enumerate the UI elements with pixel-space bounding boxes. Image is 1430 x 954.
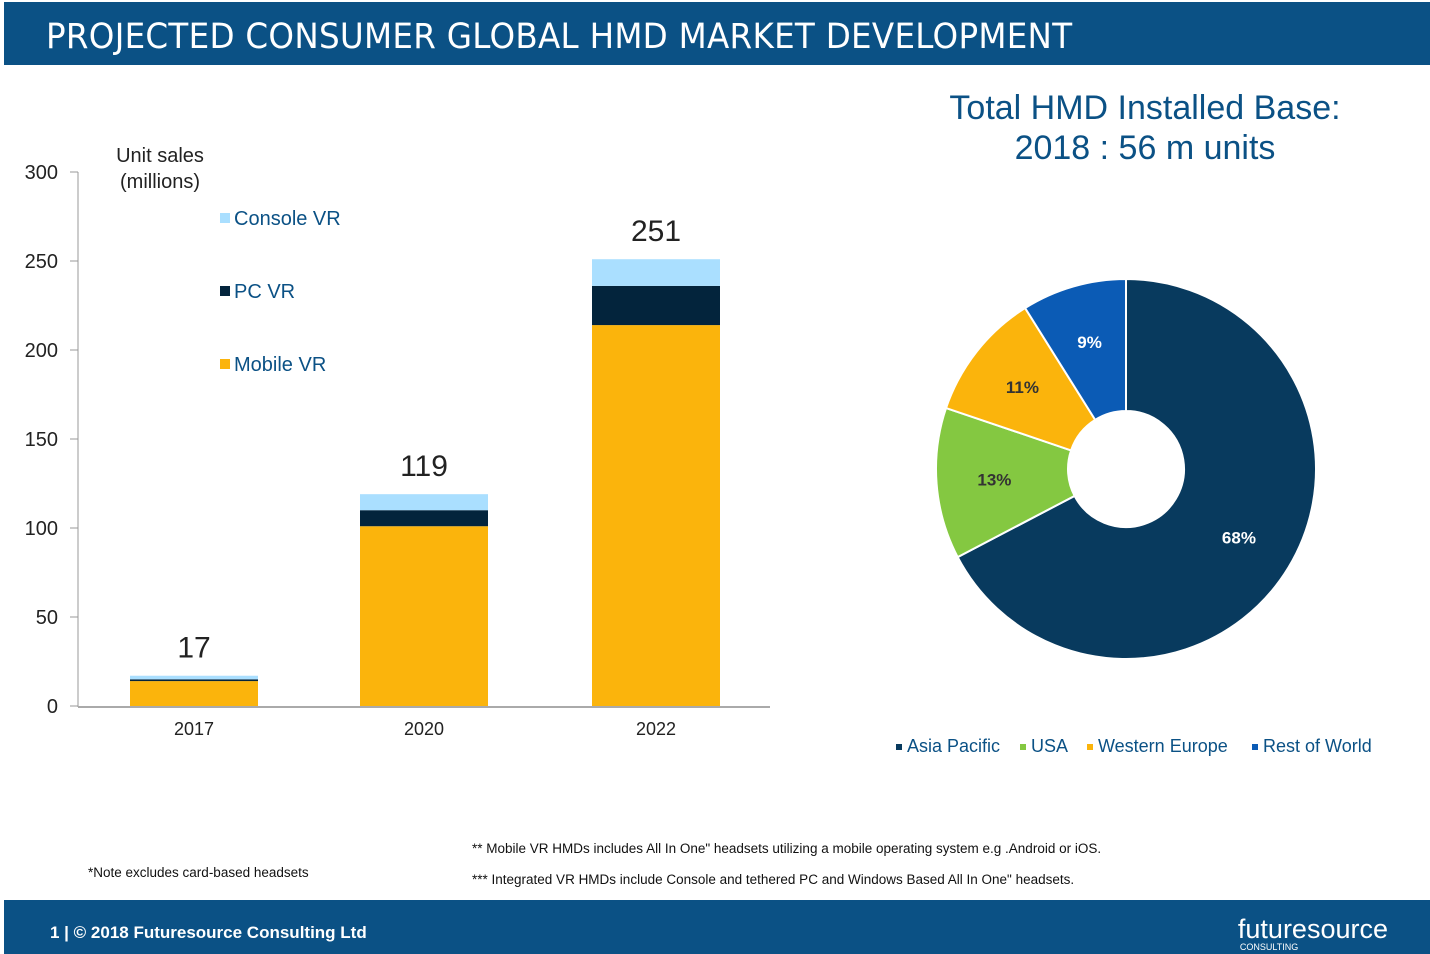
footer-bar: 1 | © 2018 Futuresource Consulting Ltd f… bbox=[4, 900, 1430, 954]
bar-pc-vr-2020 bbox=[360, 510, 488, 527]
legend-label: USA bbox=[1031, 736, 1069, 756]
y-axis-label: (millions) bbox=[120, 171, 200, 193]
slice-label: 11% bbox=[1006, 378, 1039, 397]
legend-label: PC VR bbox=[234, 281, 295, 303]
donut-chart: 68% 13% 11% 9% bbox=[935, 277, 1317, 660]
copyright: 1 | © 2018 Futuresource Consulting Ltd bbox=[50, 923, 367, 942]
pie-legend-item: Rest of World bbox=[1252, 736, 1372, 757]
pie-title: Total HMD Installed Base: 2018 : 56 m uni… bbox=[900, 88, 1390, 168]
page-title: PROJECTED CONSUMER GLOBAL HMD MARKET DEV… bbox=[46, 17, 1073, 57]
logo-text: futuresource bbox=[1237, 914, 1388, 944]
y-tick-label: 100 bbox=[25, 518, 58, 540]
note-integrated-vr: *** Integrated VR HMDs include Console a… bbox=[472, 872, 1075, 887]
bar-pc-vr-2017 bbox=[130, 679, 258, 682]
slice-label: 9% bbox=[1077, 333, 1102, 352]
x-tick-label: 2020 bbox=[404, 719, 444, 739]
bar-console-vr-2022 bbox=[592, 259, 720, 286]
legend-label: Console VR bbox=[234, 208, 341, 230]
bar-chart: 0 50 100 150 200 250 300 Unit sales (millions) 17… bbox=[25, 145, 770, 739]
bar-console-vr-2017 bbox=[130, 675, 258, 680]
y-tick-label: 250 bbox=[25, 251, 58, 273]
legend-swatch bbox=[896, 744, 902, 751]
legend-swatch bbox=[220, 286, 230, 296]
legend-swatch bbox=[220, 213, 230, 223]
bar-mobile-vr-2022 bbox=[592, 325, 720, 706]
total-label: 119 bbox=[400, 450, 448, 483]
header-bar: PROJECTED CONSUMER GLOBAL HMD MARKET DEV… bbox=[4, 2, 1430, 65]
slice-usa bbox=[935, 406, 1076, 559]
pie-legend-item: Asia Pacific bbox=[896, 736, 1000, 757]
y-tick-label: 0 bbox=[47, 696, 58, 718]
x-tick-label: 2022 bbox=[636, 719, 676, 739]
slice-rest-of-world bbox=[1023, 277, 1127, 422]
slice-label: 13% bbox=[977, 470, 1011, 489]
futuresource-logo: futuresource CONSULTING bbox=[1237, 914, 1388, 952]
pie-legend-item: USA bbox=[1020, 736, 1068, 757]
slice-western-europe bbox=[944, 306, 1097, 452]
y-tick-label: 150 bbox=[25, 429, 58, 451]
legend-swatch bbox=[220, 359, 230, 369]
y-tick-label: 50 bbox=[36, 607, 58, 629]
note-card-based: *Note excludes card-based headsets bbox=[88, 865, 309, 880]
legend-swatch bbox=[1252, 744, 1258, 751]
legend-swatch bbox=[1087, 744, 1093, 751]
legend-label: Rest of World bbox=[1263, 736, 1372, 756]
pie-title-line-1: Total HMD Installed Base: bbox=[949, 89, 1341, 127]
slice-label: 68% bbox=[1222, 528, 1256, 547]
total-label: 17 bbox=[177, 632, 210, 665]
legend-label: Western Europe bbox=[1098, 736, 1228, 756]
note-mobile-vr: ** Mobile VR HMDs includes All In One" h… bbox=[472, 841, 1102, 856]
bar-console-vr-2020 bbox=[360, 494, 488, 511]
y-axis-label: Unit sales bbox=[116, 145, 204, 167]
bar-pc-vr-2022 bbox=[592, 285, 720, 326]
y-tick-label: 300 bbox=[25, 162, 58, 184]
legend-swatch bbox=[1020, 744, 1026, 751]
bar-mobile-vr-2017 bbox=[130, 681, 258, 706]
slice-asia-pacific bbox=[956, 277, 1317, 660]
legend-label: Asia Pacific bbox=[907, 736, 1001, 756]
bar-mobile-vr-2020 bbox=[360, 526, 488, 706]
total-label: 251 bbox=[631, 215, 681, 248]
y-tick-label: 200 bbox=[25, 340, 58, 362]
logo-sub: CONSULTING bbox=[1239, 942, 1299, 952]
pie-legend-item: Western Europe bbox=[1087, 736, 1228, 757]
x-tick-label: 2017 bbox=[174, 719, 214, 739]
legend-label: Mobile VR bbox=[234, 354, 326, 376]
pie-title-line-2: 2018 : 56 m units bbox=[1014, 129, 1276, 167]
